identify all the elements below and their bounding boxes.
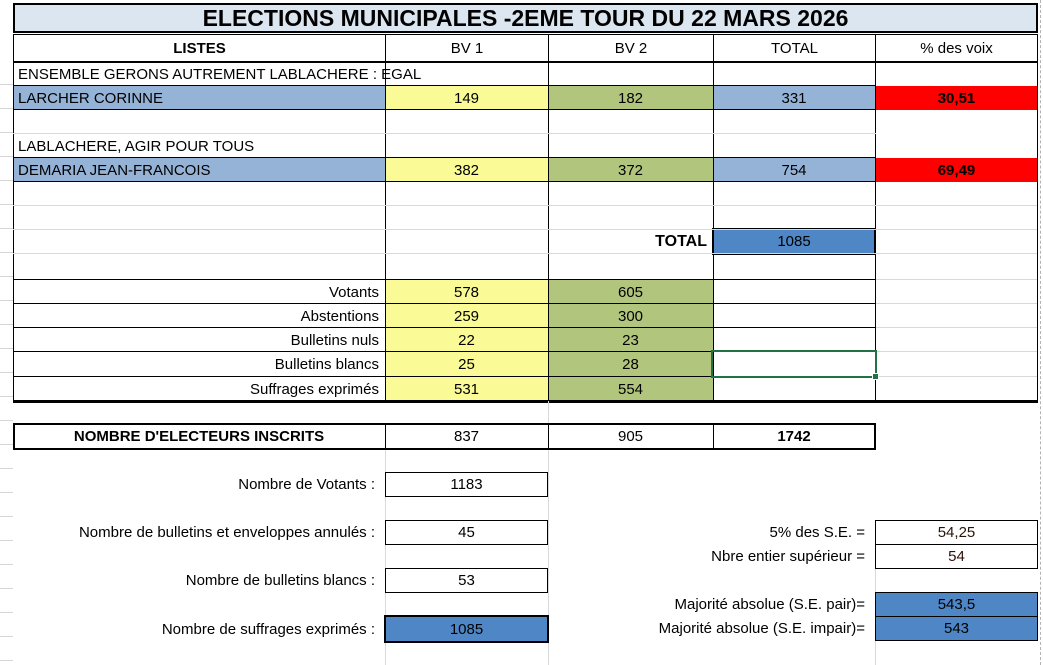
blancs-bv1-value[interactable]: 25 bbox=[385, 352, 548, 377]
selected-cell[interactable] bbox=[711, 350, 879, 380]
majorite-absolue-impair-value[interactable]: 543 bbox=[875, 616, 1038, 641]
gridline-v bbox=[713, 423, 714, 450]
header-bv1[interactable]: BV 1 bbox=[385, 34, 549, 62]
list-name-egal[interactable]: ENSEMBLE GERONS AUTREMENT LABLACHERE : E… bbox=[18, 65, 422, 83]
gridline-h bbox=[13, 303, 876, 304]
larcher-pct-value[interactable]: 30,51 bbox=[875, 86, 1038, 110]
gridline-h bbox=[13, 61, 1038, 63]
electeurs-inscrits-label: NOMBRE D'ELECTEURS INSCRITS bbox=[73, 428, 325, 445]
page-break-dashed-line bbox=[1040, 0, 1041, 665]
gridline-v-light bbox=[875, 641, 876, 665]
stat-label-bulletins-nuls[interactable]: Bulletins nuls bbox=[290, 331, 379, 349]
nbre-entier-superieur-value[interactable]: 54 bbox=[875, 544, 1038, 569]
votants-bv2-value[interactable]: 605 bbox=[548, 280, 713, 304]
majorite-absolue-impair-label: Majorité absolue (S.E. impair)= bbox=[658, 620, 865, 637]
stat-label-suffrages-exprimes[interactable]: Suffrages exprimés bbox=[250, 380, 379, 398]
inscrits-total-value[interactable]: 1742 bbox=[777, 428, 811, 445]
blancs-bv2-value[interactable]: 28 bbox=[548, 352, 713, 377]
abstentions-bv1-value[interactable]: 259 bbox=[385, 304, 548, 328]
cinq-pct-se-label: 5% des S.E. = bbox=[769, 524, 865, 541]
nuls-bv2-value[interactable]: 23 bbox=[548, 328, 713, 352]
demaria-pct-value[interactable]: 69,49 bbox=[875, 158, 1038, 182]
gridline-h-light bbox=[13, 205, 1037, 206]
gridline-h-light bbox=[876, 279, 1037, 280]
gridline-h bbox=[13, 351, 876, 352]
demaria-total-value[interactable]: 754 bbox=[713, 158, 875, 182]
suffrages-bv2-value[interactable]: 554 bbox=[548, 377, 713, 401]
gridline-v bbox=[548, 423, 549, 450]
demaria-bv1-value[interactable]: 382 bbox=[385, 158, 548, 182]
gridline-v bbox=[385, 34, 386, 401]
demaria-bv2-value[interactable]: 372 bbox=[548, 158, 713, 182]
stat-label-votants[interactable]: Votants bbox=[328, 283, 379, 301]
nombre-votants-value[interactable]: 1183 bbox=[385, 472, 548, 497]
row-gutter-gridlines bbox=[0, 61, 13, 661]
gridline-h bbox=[13, 181, 876, 182]
gridline-h bbox=[13, 157, 876, 158]
gridline-h bbox=[13, 376, 876, 377]
header-bv2[interactable]: BV 2 bbox=[548, 34, 714, 62]
inscrits-bv1-value[interactable]: 837 bbox=[453, 428, 480, 445]
larcher-bv1-value[interactable]: 149 bbox=[385, 86, 548, 110]
larcher-total-value[interactable]: 331 bbox=[713, 86, 875, 110]
stat-label-bulletins-blancs[interactable]: Bulletins blancs bbox=[274, 356, 379, 373]
gridline-h-light bbox=[876, 327, 1037, 328]
fill-handle[interactable] bbox=[872, 373, 879, 380]
gridline-h-light bbox=[13, 133, 876, 134]
gridline-v bbox=[1037, 34, 1038, 401]
header-pct-voix[interactable]: % des voix bbox=[875, 34, 1038, 62]
gridline-h-light bbox=[876, 351, 1037, 352]
gridline-v bbox=[875, 34, 876, 401]
majorite-absolue-pair-label: Majorité absolue (S.E. pair)= bbox=[674, 596, 865, 613]
larcher-bv2-value[interactable]: 182 bbox=[548, 86, 713, 110]
gridline-h bbox=[13, 85, 876, 86]
gridline-h-light bbox=[876, 376, 1037, 377]
cinq-pct-se-value[interactable]: 54,25 bbox=[875, 520, 1038, 545]
sheet-title[interactable]: ELECTIONS MUNICIPALES -2EME TOUR DU 22 M… bbox=[13, 3, 1038, 33]
total-votes-value[interactable]: 1085 bbox=[712, 228, 876, 255]
suffrages-exprimes-label: Nombre de suffrages exprimés : bbox=[161, 620, 375, 638]
bulletins-blancs-value[interactable]: 53 bbox=[385, 568, 548, 593]
suffrages-exprimes-value[interactable]: 1085 bbox=[384, 615, 549, 643]
gridline-v bbox=[713, 34, 714, 401]
bulletins-annules-label: Nombre de bulletins et enveloppes annulé… bbox=[78, 524, 375, 541]
bulletins-blancs-label: Nombre de bulletins blancs : bbox=[185, 572, 375, 589]
gridline-h-light bbox=[13, 253, 1037, 254]
electeurs-inscrits-box bbox=[13, 423, 876, 450]
gridline-h bbox=[13, 109, 876, 110]
gridline-v-light bbox=[875, 569, 876, 593]
total-label: TOTAL bbox=[655, 233, 707, 250]
nbre-entier-superieur-label: Nbre entier supérieur = bbox=[711, 548, 865, 565]
header-listes[interactable]: LISTES bbox=[13, 34, 386, 62]
gridline-v bbox=[13, 34, 14, 401]
gridline-v bbox=[548, 34, 549, 401]
candidate-demaria[interactable]: DEMARIA JEAN-FRANCOIS bbox=[13, 158, 385, 182]
gridline-h bbox=[13, 327, 876, 328]
gridline-h-light bbox=[876, 303, 1037, 304]
stat-label-abstentions[interactable]: Abstentions bbox=[300, 307, 379, 325]
gridline-h bbox=[13, 279, 876, 280]
gridline-v-light bbox=[548, 401, 549, 665]
header-total[interactable]: TOTAL bbox=[713, 34, 876, 62]
inscrits-bv2-value[interactable]: 905 bbox=[617, 428, 644, 445]
gridline-h-thick bbox=[13, 400, 1038, 403]
suffrages-bv1-value[interactable]: 531 bbox=[385, 377, 548, 401]
nombre-votants-label: Nombre de Votants : bbox=[238, 476, 375, 493]
gridline-v bbox=[385, 423, 386, 450]
gridline-v-light bbox=[385, 449, 386, 665]
abstentions-bv2-value[interactable]: 300 bbox=[548, 304, 713, 328]
candidate-larcher[interactable]: LARCHER CORINNE bbox=[13, 86, 385, 110]
list-name-agir[interactable]: LABLACHERE, AGIR POUR TOUS bbox=[18, 137, 255, 155]
gridline-h-light bbox=[13, 229, 1037, 230]
bulletins-annules-value[interactable]: 45 bbox=[385, 520, 548, 545]
majorite-absolue-pair-value[interactable]: 543,5 bbox=[875, 592, 1038, 617]
votants-bv1-value[interactable]: 578 bbox=[385, 280, 548, 304]
nuls-bv1-value[interactable]: 22 bbox=[385, 328, 548, 352]
